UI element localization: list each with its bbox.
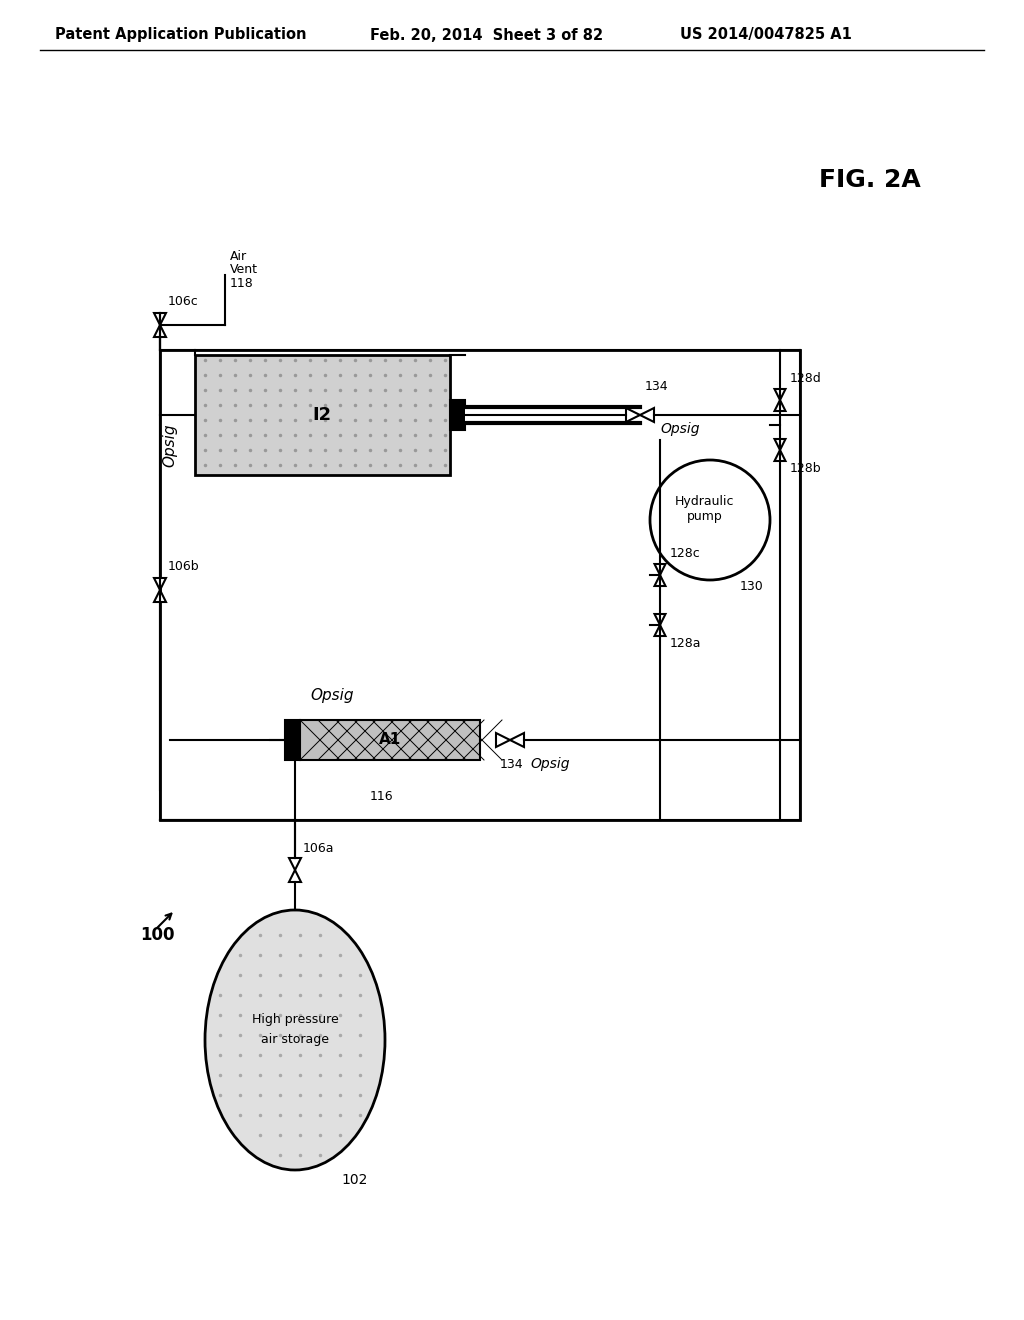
Polygon shape [154, 313, 166, 325]
Polygon shape [774, 440, 785, 450]
Text: 106b: 106b [168, 560, 200, 573]
Polygon shape [774, 450, 785, 461]
Text: 106c: 106c [168, 294, 199, 308]
Text: High pressure: High pressure [252, 1014, 338, 1027]
Text: 100: 100 [140, 927, 174, 944]
Ellipse shape [205, 909, 385, 1170]
Text: Patent Application Publication: Patent Application Publication [55, 28, 306, 42]
Text: I2: I2 [312, 407, 332, 424]
Text: 128c: 128c [670, 546, 700, 560]
Text: Opsig: Opsig [530, 756, 569, 771]
Bar [450, 400, 465, 430]
Polygon shape [654, 576, 666, 586]
Text: 128d: 128d [790, 372, 821, 385]
Text: 134: 134 [500, 758, 523, 771]
Polygon shape [654, 614, 666, 624]
Polygon shape [654, 564, 666, 576]
Text: Opsig: Opsig [310, 688, 353, 704]
Text: 116: 116 [370, 789, 393, 803]
Text: Opsig: Opsig [660, 422, 699, 436]
Text: 134: 134 [645, 380, 669, 393]
Text: 128a: 128a [670, 638, 701, 649]
Text: 102: 102 [342, 1173, 369, 1187]
Text: 130: 130 [740, 579, 764, 593]
Polygon shape [654, 624, 666, 636]
Bar [465, 407, 640, 422]
Polygon shape [496, 733, 510, 747]
Text: 128b: 128b [790, 462, 821, 475]
Polygon shape [626, 408, 640, 422]
Bar [300, 719, 480, 760]
Polygon shape [289, 870, 301, 882]
Text: US 2014/0047825 A1: US 2014/0047825 A1 [680, 28, 852, 42]
Text: 118: 118 [230, 277, 254, 290]
Polygon shape [510, 733, 524, 747]
Text: Air: Air [230, 249, 247, 263]
Polygon shape [640, 408, 654, 422]
Text: Vent: Vent [230, 263, 258, 276]
Text: air storage: air storage [261, 1034, 329, 1047]
Bar [195, 355, 450, 475]
Polygon shape [289, 858, 301, 870]
Bar [160, 350, 800, 820]
Bar [285, 719, 300, 760]
Text: 106a: 106a [303, 842, 335, 855]
Text: Opsig: Opsig [163, 424, 177, 467]
Polygon shape [154, 590, 166, 602]
Polygon shape [154, 578, 166, 590]
Circle shape [650, 459, 770, 579]
Polygon shape [774, 400, 785, 411]
Text: pump: pump [687, 510, 723, 523]
Polygon shape [774, 389, 785, 400]
Text: Feb. 20, 2014  Sheet 3 of 82: Feb. 20, 2014 Sheet 3 of 82 [370, 28, 603, 42]
Polygon shape [154, 325, 166, 337]
Text: A1: A1 [379, 733, 401, 747]
Text: Hydraulic: Hydraulic [675, 495, 735, 508]
Text: FIG. 2A: FIG. 2A [819, 168, 921, 191]
